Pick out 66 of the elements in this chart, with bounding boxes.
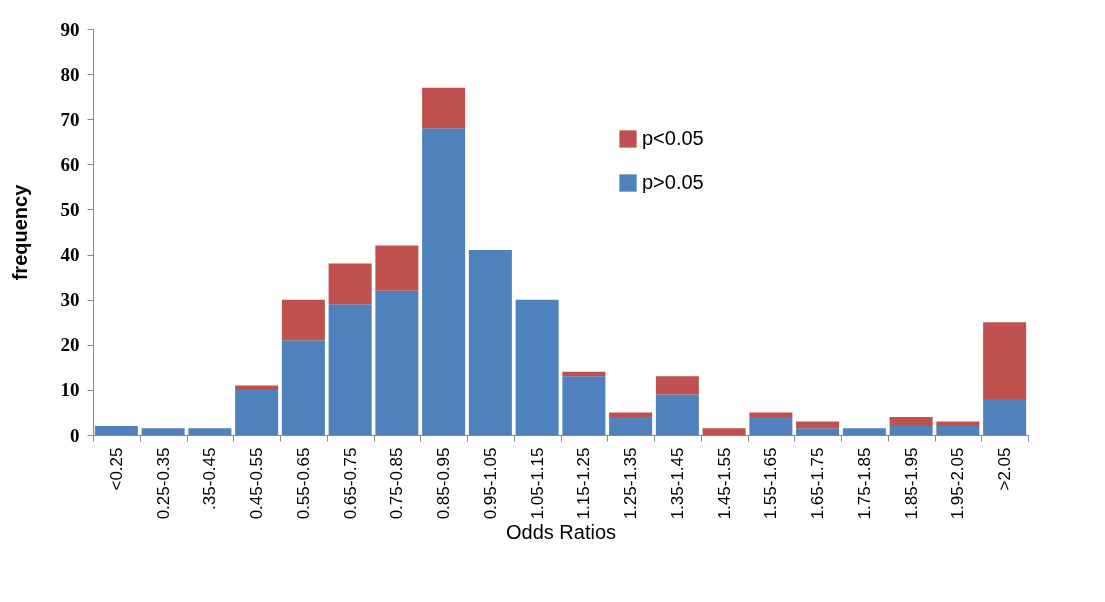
x-tick-label: 1.65-1.75 (808, 447, 828, 520)
bar (655, 394, 699, 435)
bar (609, 412, 653, 417)
bar (328, 263, 372, 305)
x-tick-label: 0.65-0.75 (340, 447, 360, 520)
bar (422, 87, 466, 129)
bar (936, 425, 980, 435)
x-tick-label: 0.95-1.05 (480, 447, 500, 520)
x-tick-label: 0.55-0.65 (293, 447, 313, 520)
bar (188, 428, 232, 435)
x-tick-label: 0.75-0.85 (387, 447, 407, 520)
y-tick-label: 20 (60, 334, 80, 356)
x-tick-label: 1.85-1.95 (901, 447, 921, 520)
legend-label: p>0.05 (642, 171, 704, 193)
bar (655, 376, 699, 395)
bar (842, 428, 886, 435)
bar (983, 322, 1027, 399)
y-tick-label: 80 (60, 63, 80, 85)
bar (235, 389, 279, 435)
x-tick-label: 1.95-2.05 (948, 447, 968, 520)
bar (889, 425, 933, 435)
x-tick-label: 1.25-1.35 (621, 447, 641, 520)
y-tick-label: 30 (60, 289, 80, 311)
bar (562, 376, 606, 435)
x-tick-label: 0.25-0.35 (153, 447, 173, 520)
legend-label: p<0.05 (642, 127, 704, 149)
bar (141, 428, 185, 435)
bar (796, 428, 840, 435)
bar (235, 385, 279, 390)
y-tick-label: 60 (60, 153, 80, 175)
bar (375, 245, 419, 291)
x-tick-label: 1.15-1.25 (574, 447, 594, 520)
y-tick-label: 0 (70, 424, 80, 446)
bar (749, 416, 793, 435)
bar (328, 304, 372, 435)
x-tick-label: <0.25 (106, 447, 126, 491)
x-tick-label: 1.05-1.15 (527, 447, 547, 520)
x-tick-label: 1.45-1.55 (714, 447, 734, 520)
x-tick-label: .35-0.45 (200, 447, 220, 510)
bar (281, 299, 325, 341)
x-tick-label: 0.85-0.95 (434, 447, 454, 520)
y-tick-label: 10 (60, 379, 80, 401)
x-axis-title: Odds Ratios (505, 521, 617, 544)
y-tick-label: 90 (60, 18, 80, 40)
bar (796, 421, 840, 429)
bar (94, 425, 138, 435)
bar (889, 416, 933, 426)
bar (281, 340, 325, 435)
y-tick-label: 40 (60, 244, 80, 266)
y-tick-label: 50 (60, 198, 80, 220)
bar (422, 128, 466, 435)
bar (515, 299, 559, 435)
bar (936, 421, 980, 426)
y-tick-label: 70 (60, 108, 80, 130)
bar (702, 428, 746, 435)
bar (609, 416, 653, 435)
x-tick-label: 1.35-1.45 (667, 447, 687, 520)
x-tick-label: 0.45-0.55 (247, 447, 267, 520)
y-axis-title: frequency (8, 183, 31, 281)
bar (749, 412, 793, 417)
x-tick-label: 1.75-1.85 (854, 447, 874, 520)
bar (983, 398, 1027, 435)
x-tick-label: 1.55-1.65 (761, 447, 781, 520)
bar (375, 290, 419, 435)
x-tick-label: >2.05 (995, 447, 1015, 491)
bar (468, 250, 512, 435)
